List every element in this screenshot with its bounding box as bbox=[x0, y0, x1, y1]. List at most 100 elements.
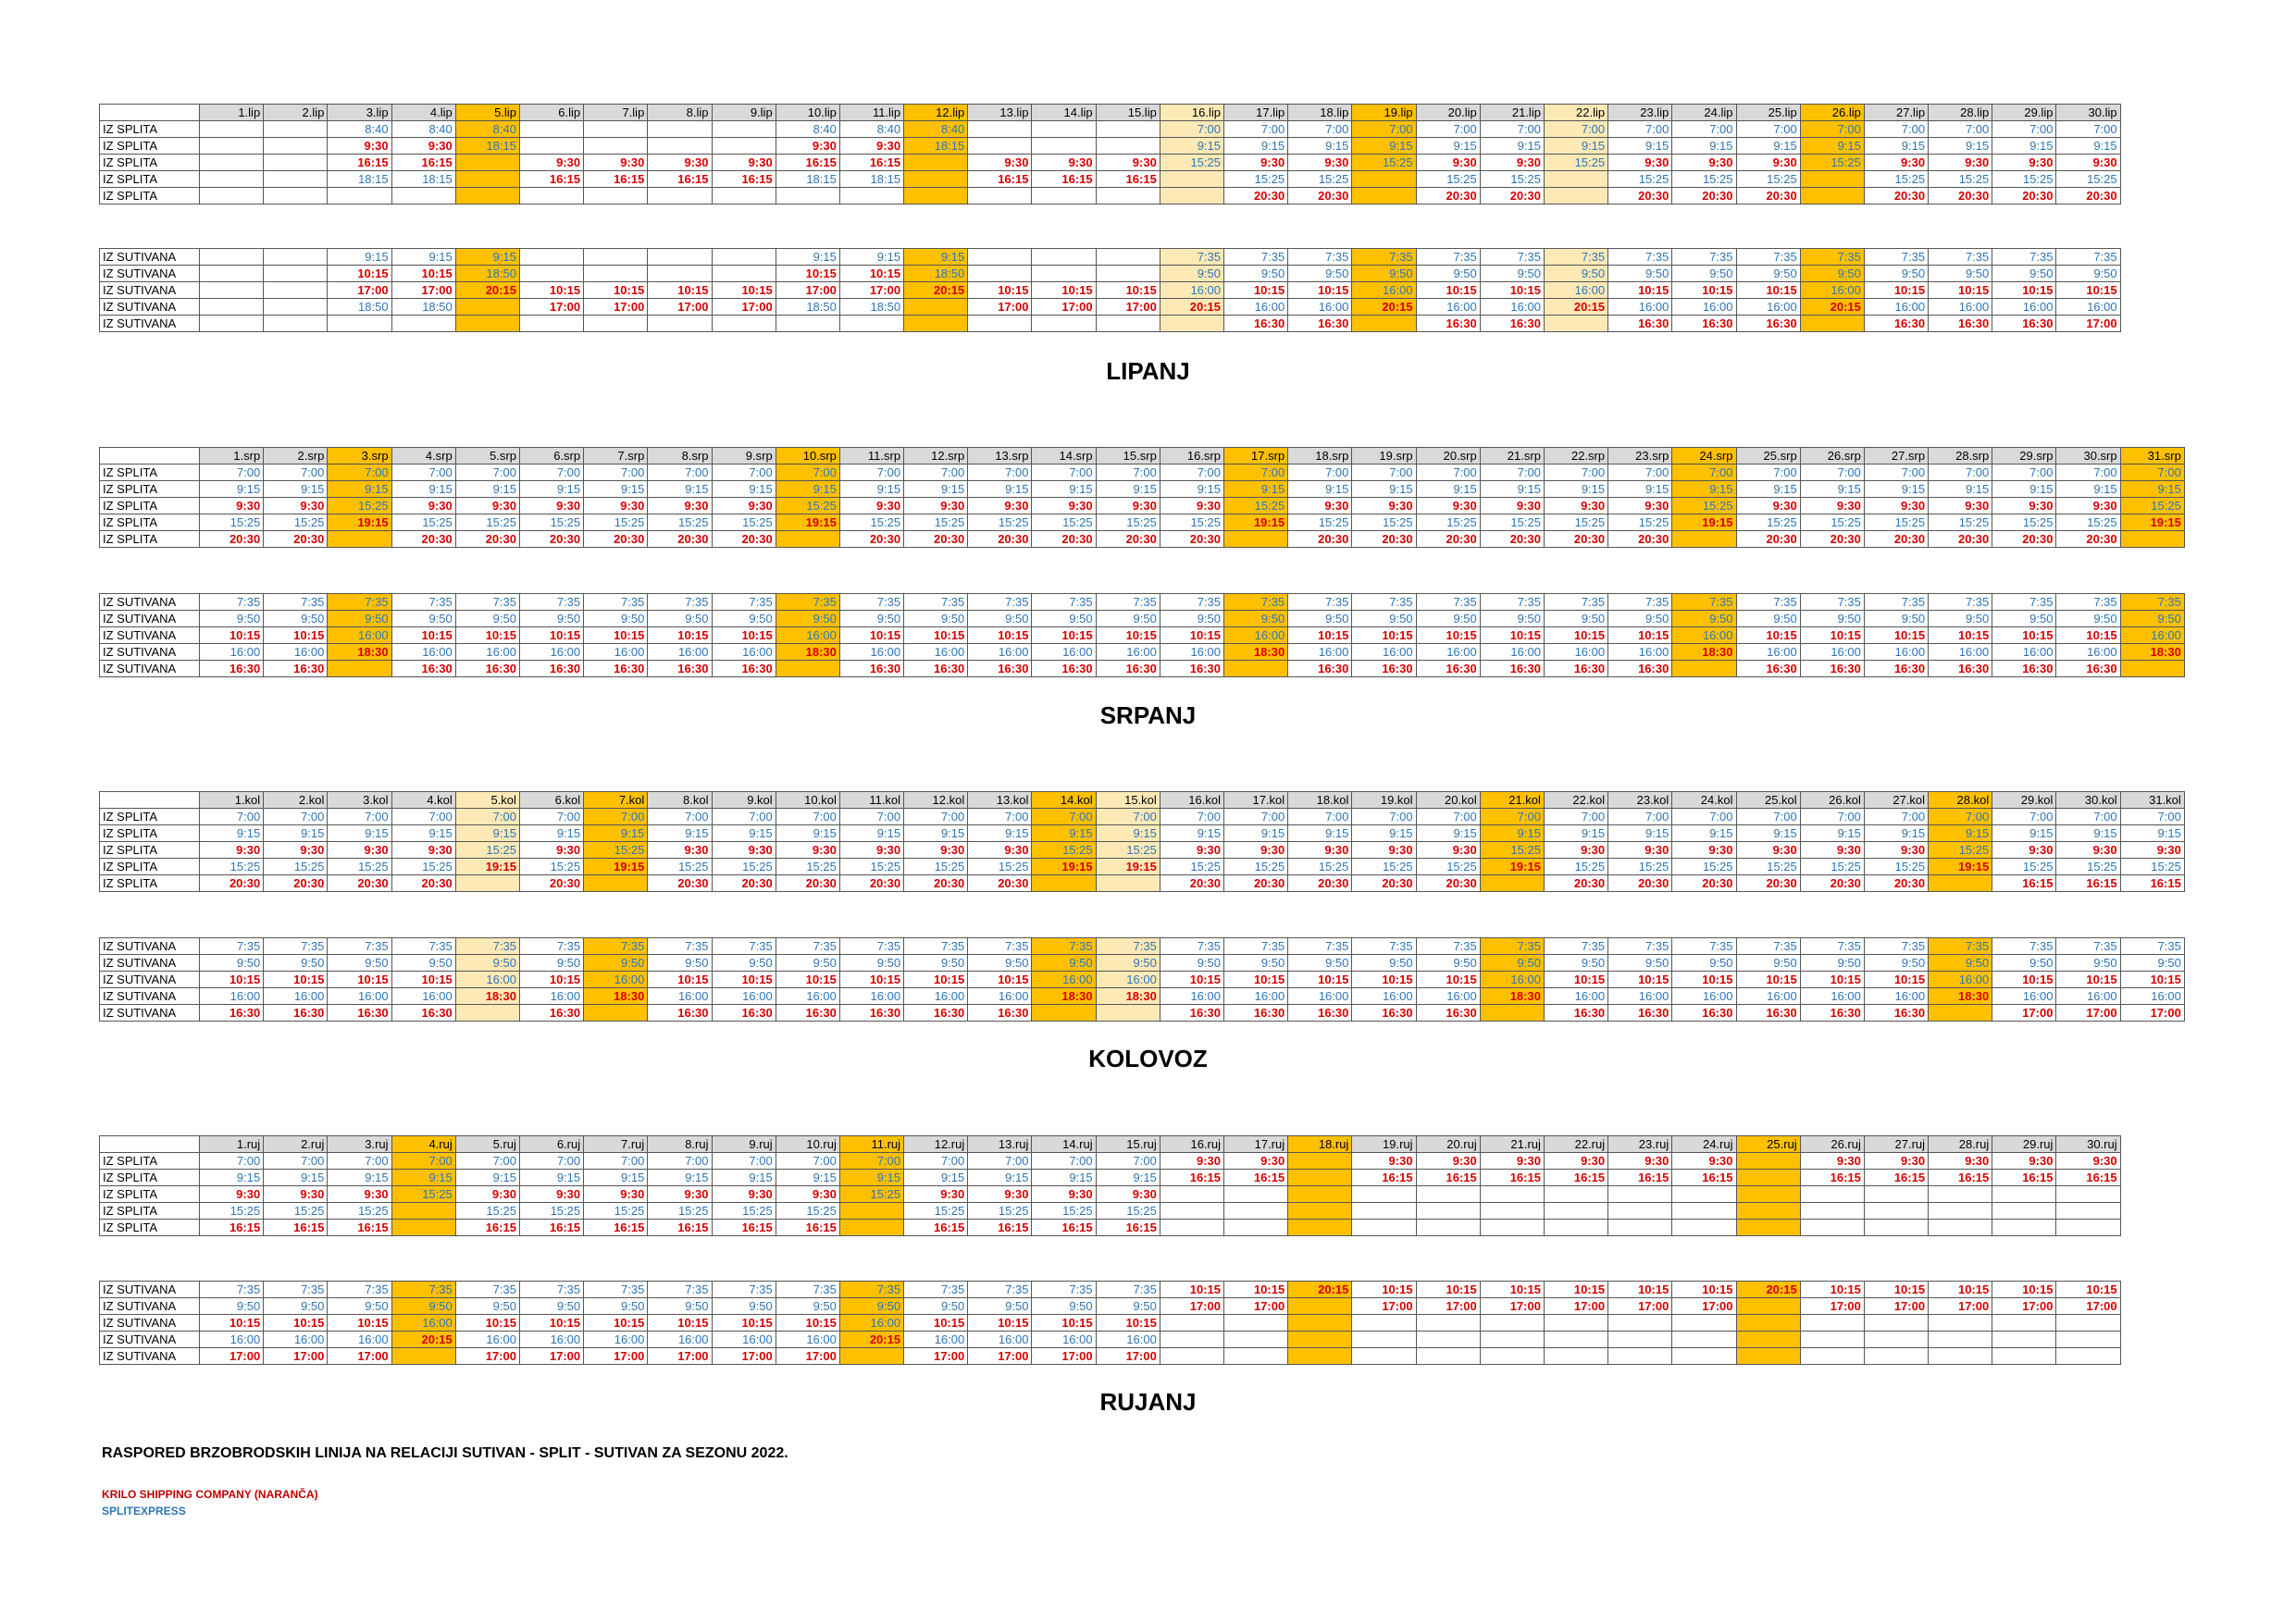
table-row: IZ SPLITA 9:30 9:30 18:15 9:30 9:30 18:15 9:15 9… bbox=[99, 137, 2121, 155]
departure-time-cell: 9:15 bbox=[1159, 480, 1225, 498]
departure-time-cell: 9:50 bbox=[967, 610, 1033, 627]
departure-time-cell: 9:30 bbox=[967, 841, 1033, 859]
departure-time-cell: 10:15 bbox=[1799, 1281, 1865, 1298]
date-header: 5.kol bbox=[454, 791, 520, 809]
departure-time-cell: 7:00 bbox=[1095, 808, 1160, 825]
departure-time-cell bbox=[1287, 1152, 1353, 1170]
departure-time-cell: 16:30 bbox=[327, 1004, 392, 1022]
departure-time-cell bbox=[647, 137, 713, 155]
departure-time-cell: 9:15 bbox=[1735, 824, 1801, 842]
departure-time-cell: 20:30 bbox=[263, 530, 329, 548]
departure-time-cell: 15:25 bbox=[1095, 514, 1160, 531]
departure-time-cell: 7:00 bbox=[1799, 120, 1865, 138]
date-header: 26.lip bbox=[1799, 104, 1865, 121]
departure-time-cell: 9:15 bbox=[1287, 824, 1353, 842]
date-header: 2.ruj bbox=[263, 1135, 329, 1153]
date-header: 3.srp bbox=[327, 447, 392, 465]
departure-time-cell: 10:15 bbox=[583, 281, 649, 299]
departure-time-cell bbox=[1351, 1185, 1417, 1203]
departure-time-cell: 7:00 bbox=[1671, 464, 1737, 481]
departure-time-cell: 9:30 bbox=[775, 841, 840, 859]
departure-time-cell: 10:15 bbox=[1607, 281, 1673, 299]
departure-time-cell: 7:00 bbox=[1735, 808, 1801, 825]
departure-time-cell bbox=[1992, 1314, 2057, 1332]
departure-time-cell: 7:00 bbox=[775, 808, 840, 825]
table-row: IZ SUTIVANA 10:15 10:15 10:15 16:00 10:15 10:1… bbox=[99, 1314, 2121, 1332]
departure-time-cell: 16:30 bbox=[1287, 315, 1353, 332]
departure-time-cell: 10:15 bbox=[647, 1314, 713, 1332]
route-label: IZ SUTIVANA bbox=[99, 1331, 200, 1348]
table-row: IZ SPLITA 18:15 18:15 16:15 16:15 16:15 16:15 1… bbox=[99, 170, 2121, 188]
departure-time-cell: 16:00 bbox=[391, 987, 456, 1005]
departure-time-cell: 20:30 bbox=[1351, 874, 1417, 892]
departure-time-cell bbox=[1863, 1185, 1930, 1203]
date-header: 16.kol bbox=[1159, 791, 1225, 809]
departure-time-cell: 9:50 bbox=[1159, 610, 1225, 627]
departure-time-cell: 16:15 bbox=[1479, 1169, 1545, 1186]
departure-time-cell: 20:30 bbox=[1415, 187, 1481, 204]
departure-time-cell bbox=[1735, 1169, 1801, 1186]
departure-time-cell: 9:30 bbox=[838, 841, 905, 859]
departure-time-cell: 7:35 bbox=[1351, 593, 1417, 611]
date-header: 21.ruj bbox=[1479, 1135, 1545, 1153]
departure-time-cell: 9:50 bbox=[198, 610, 265, 627]
departure-time-cell: 10:15 bbox=[518, 626, 585, 644]
departure-time-cell: 7:00 bbox=[1671, 808, 1737, 825]
header-corner bbox=[99, 791, 200, 809]
departure-time-cell: 7:35 bbox=[2119, 593, 2185, 611]
departure-time-cell: 9:50 bbox=[1287, 265, 1353, 282]
departure-time-cell: 9:30 bbox=[1159, 1152, 1225, 1170]
departure-time-cell: 15:25 bbox=[1992, 514, 2057, 531]
departure-time-cell bbox=[903, 154, 969, 171]
departure-time-cell: 16:00 bbox=[1992, 298, 2057, 316]
departure-time-cell: 10:15 bbox=[1992, 1281, 2057, 1298]
departure-time-cell: 7:35 bbox=[1479, 593, 1545, 611]
departure-time-cell: 9:15 bbox=[391, 248, 456, 266]
departure-time-cell: 9:30 bbox=[711, 497, 776, 514]
departure-time-cell bbox=[327, 315, 392, 332]
date-header: 15.srp bbox=[1095, 447, 1160, 465]
departure-time-cell bbox=[454, 187, 520, 204]
departure-time-cell: 9:50 bbox=[1735, 265, 1801, 282]
departure-time-cell: 16:30 bbox=[391, 660, 456, 677]
departure-time-cell: 15:25 bbox=[1415, 858, 1481, 875]
departure-time-cell: 7:00 bbox=[327, 808, 392, 825]
departure-time-cell: 7:35 bbox=[775, 937, 840, 955]
departure-time-cell bbox=[775, 530, 840, 548]
departure-time-cell: 17:00 bbox=[1992, 1297, 2057, 1315]
departure-time-cell: 10:15 bbox=[1415, 1281, 1481, 1298]
departure-time-cell: 7:35 bbox=[711, 1281, 776, 1298]
departure-time-cell: 9:30 bbox=[647, 841, 713, 859]
route-label: IZ SPLITA bbox=[99, 1185, 200, 1203]
departure-time-cell: 9:30 bbox=[1735, 154, 1801, 171]
table-row: IZ SPLITA 15:25 15:25 19:15 15:25 15:25 15:25 1… bbox=[99, 514, 2185, 531]
departure-time-cell: 18:30 bbox=[775, 643, 840, 661]
departure-time-cell bbox=[1287, 1314, 1353, 1332]
departure-time-cell: 9:50 bbox=[647, 610, 713, 627]
departure-time-cell: 15:25 bbox=[1031, 841, 1097, 859]
departure-time-cell: 7:35 bbox=[967, 593, 1033, 611]
departure-time-cell: 16:00 bbox=[1543, 643, 1609, 661]
departure-time-cell: 20:30 bbox=[1543, 874, 1609, 892]
departure-time-cell: 16:00 bbox=[327, 1331, 392, 1348]
table-row: IZ SUTIVANA 9:15 9:15 9:15 9:15 9:15 9:15 7:35 7… bbox=[99, 248, 2121, 266]
departure-time-cell: 9:15 bbox=[1351, 480, 1417, 498]
departure-time-cell: 10:15 bbox=[1735, 971, 1801, 988]
departure-time-cell: 16:15 bbox=[2055, 1169, 2121, 1186]
departure-time-cell: 7:00 bbox=[711, 808, 776, 825]
departure-time-cell: 9:50 bbox=[1928, 954, 1993, 972]
departure-time-cell: 10:15 bbox=[1992, 971, 2057, 988]
departure-time-cell: 9:30 bbox=[1671, 154, 1737, 171]
departure-time-cell: 9:15 bbox=[198, 1169, 265, 1186]
departure-time-cell: 9:30 bbox=[1992, 841, 2057, 859]
departure-time-cell: 7:00 bbox=[583, 808, 649, 825]
departure-time-cell: 9:15 bbox=[583, 1169, 649, 1186]
departure-time-cell: 10:15 bbox=[1415, 971, 1481, 988]
departure-time-cell: 7:35 bbox=[903, 593, 969, 611]
lipanj-from-sutivan-table: IZ SUTIVANA 9:15 9:15 9:15 9:15 9:15 9:15 7:35 7… bbox=[99, 248, 2121, 332]
departure-time-cell: 15:25 bbox=[1159, 858, 1225, 875]
departure-time-cell: 20:30 bbox=[1607, 874, 1673, 892]
departure-time-cell: 20:30 bbox=[327, 874, 392, 892]
departure-time-cell: 16:15 bbox=[327, 154, 392, 171]
header-row: 1.kol 2.kol 3.kol 4.kol 5.kol 6.kol 7.kol 8.kol… bbox=[99, 791, 2185, 809]
